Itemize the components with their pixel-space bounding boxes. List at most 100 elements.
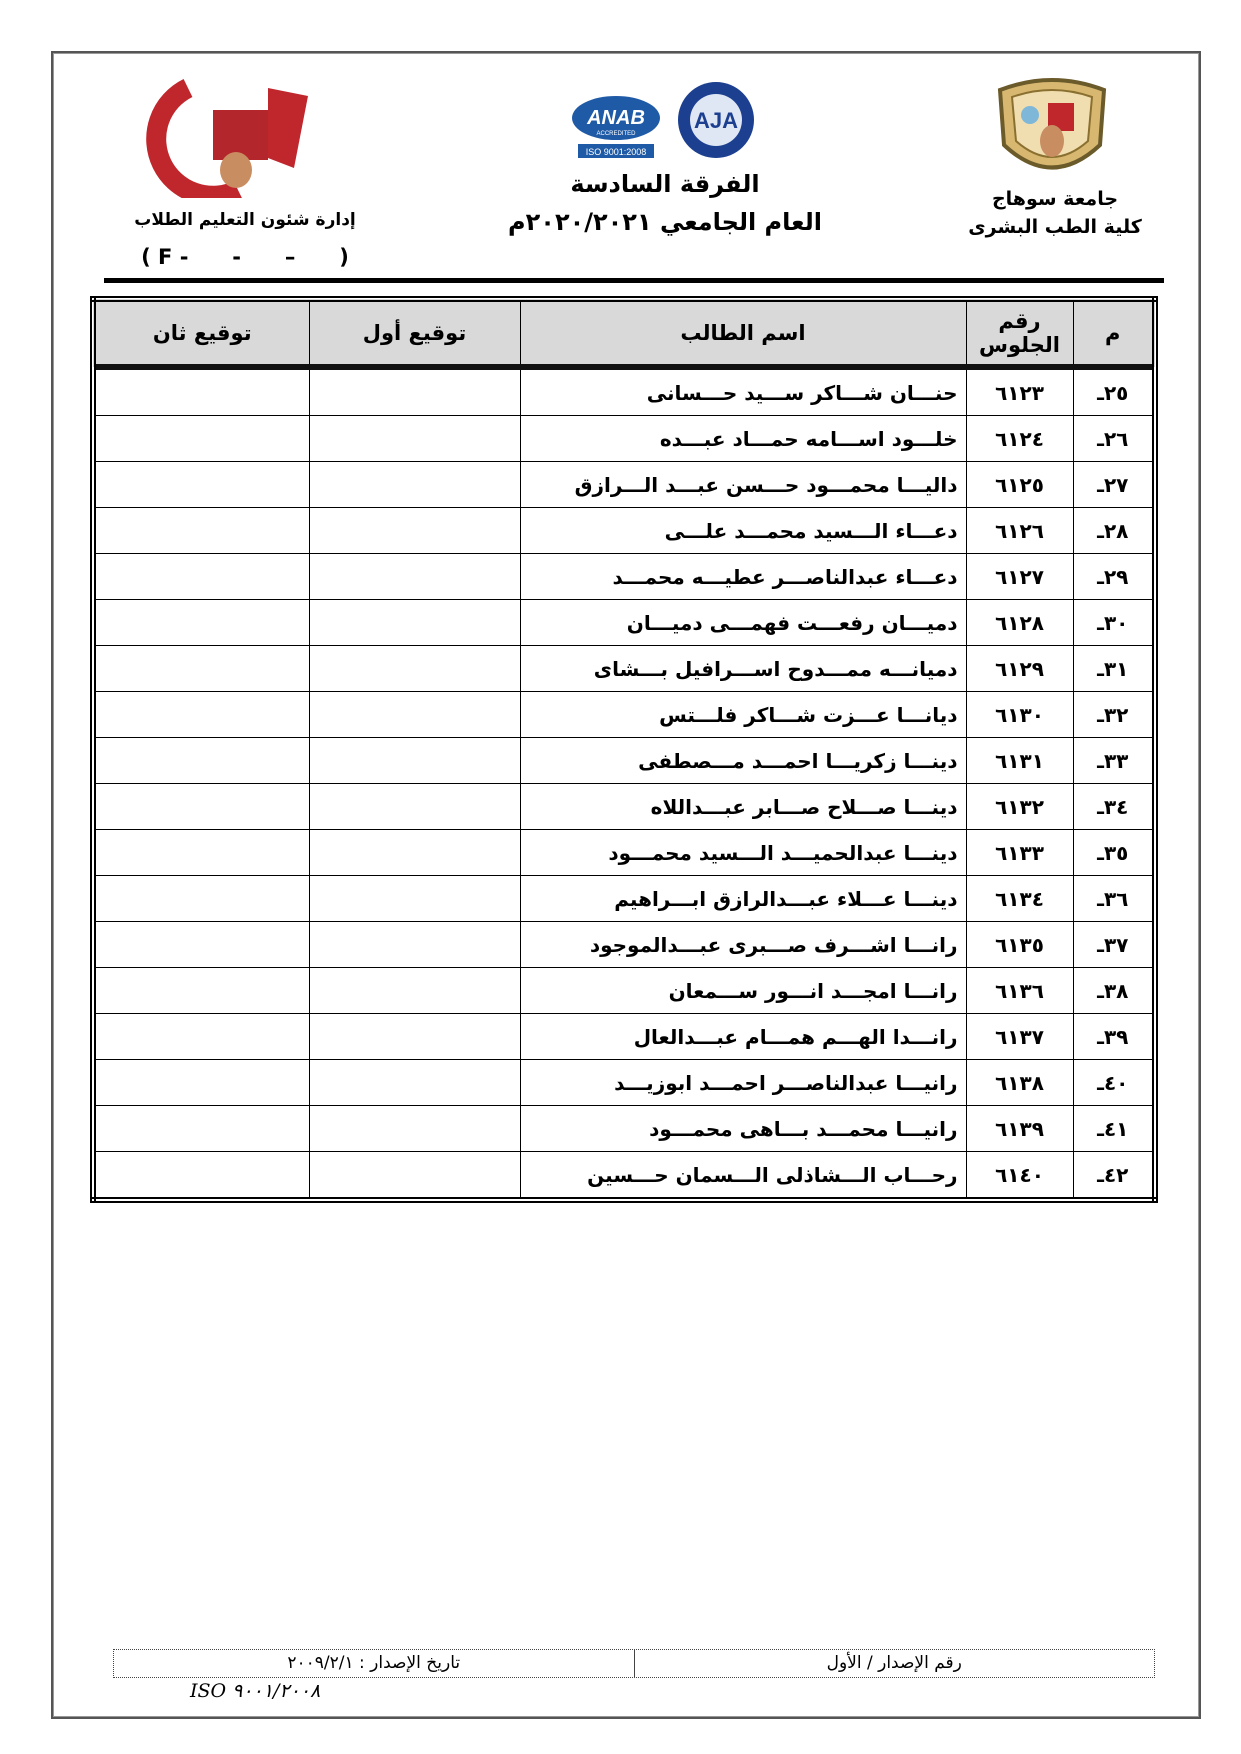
row-serial: ٤٢ـ: [1072, 1151, 1156, 1201]
seat-number: ٦١٣٠: [965, 691, 1074, 738]
row-serial: ٣٣ـ: [1072, 737, 1156, 784]
anab-accredited-text: ACCREDITED: [596, 131, 636, 137]
sohag-university-seal-logo: [990, 75, 1114, 187]
second-signature-cell: [92, 783, 310, 830]
iso-standard: ISO ٩٠٠١/٢٠٠٨: [190, 1680, 321, 1702]
first-signature-cell: [308, 967, 521, 1014]
table-row: ٢٦ـ ٦١٢٤ خلـــود اســـامه حمـــاد عبـــده: [92, 415, 1156, 462]
first-signature-cell: [308, 645, 521, 692]
seat-number: ٦١٣٣: [965, 829, 1074, 876]
table-row: ٤٠ـ ٦١٣٨ رانيـــا عبدالناصـــر احمـــد ابو…: [92, 1059, 1156, 1106]
faculty-of-medicine-logo: [118, 78, 312, 206]
table-row: ٣٣ـ ٦١٣١ دينـــا زكريـــا احمـــد مـــصطفى: [92, 737, 1156, 784]
table-row: ٣٢ـ ٦١٣٠ ديانـــا عـــزت شـــاكر فلـــتس: [92, 691, 1156, 738]
student-name: دينـــا عبدالحميـــد الـــسيد محمـــود: [519, 829, 967, 876]
row-serial: ٤١ـ: [1072, 1105, 1156, 1152]
first-signature-cell: [308, 415, 521, 462]
table-row: ٣٧ـ ٦١٣٥ رانـــا اشـــرف صـــبرى عبـــدالم…: [92, 921, 1156, 968]
first-signature-cell: [308, 1059, 521, 1106]
table-row: ٢٥ـ ٦١٢٣ حنـــان شـــاكر ســـيد حـــسانى: [92, 366, 1156, 416]
table-row: ٣٥ـ ٦١٣٣ دينـــا عبدالحميـــد الـــسيد محم…: [92, 829, 1156, 876]
second-signature-cell: [92, 1013, 310, 1060]
row-serial: ٢٩ـ: [1072, 553, 1156, 600]
seat-number: ٦١٣٢: [965, 783, 1074, 830]
page-border: [51, 51, 1201, 1719]
student-name: رانـــا اشـــرف صـــبرى عبـــدالموجود: [519, 921, 967, 968]
first-signature-cell: [308, 737, 521, 784]
first-signature-cell: [308, 691, 521, 738]
second-signature-cell: [92, 553, 310, 600]
row-serial: ٢٧ـ: [1072, 461, 1156, 508]
seat-number: ٦١٣٧: [965, 1013, 1074, 1060]
seat-number: ٦١٢٧: [965, 553, 1074, 600]
first-signature-cell: [308, 1151, 521, 1201]
second-signature-cell: [92, 967, 310, 1014]
second-signature-cell: [92, 737, 310, 784]
column-header-first-signature: توقيع أول: [308, 298, 521, 370]
row-serial: ٢٨ـ: [1072, 507, 1156, 554]
column-header-second-signature: توقيع ثان: [92, 298, 310, 370]
row-serial: ٣٥ـ: [1072, 829, 1156, 876]
issue-date: تاريخ الإصدار : ٢٠٠٩/٢/١: [287, 1653, 461, 1673]
first-signature-cell: [308, 366, 521, 416]
student-affairs-dept: إدارة شئون التعليم الطلاب: [134, 210, 356, 230]
university-name: جامعة سوهاج: [991, 188, 1119, 210]
document-footer: رقم الإصدار / الأول تاريخ الإصدار : ٢٠٠٩…: [113, 1649, 1155, 1678]
seat-number: ٦١٢٩: [965, 645, 1074, 692]
student-name: دميانـــه ممـــدوح اســـرافيل بـــشاى: [519, 645, 967, 692]
student-name: دينـــا صـــلاح صـــابر عبـــداللاه: [519, 783, 967, 830]
student-name: دميـــان رفعـــت فهمـــى دميـــان: [519, 599, 967, 646]
second-signature-cell: [92, 829, 310, 876]
second-signature-cell: [92, 691, 310, 738]
first-signature-cell: [308, 921, 521, 968]
row-serial: ٣٩ـ: [1072, 1013, 1156, 1060]
seat-number: ٦١٢٣: [965, 366, 1074, 416]
table-row: ٤٢ـ ٦١٤٠ رحـــاب الـــشاذلى الـــسمان حـــ…: [92, 1151, 1156, 1201]
class-year-title: الفرقة السادسة: [570, 170, 760, 198]
first-signature-cell: [308, 875, 521, 922]
seat-number: ٦١٣٤: [965, 875, 1074, 922]
aja-logo-text: AJA: [694, 108, 738, 133]
row-serial: ٣٢ـ: [1072, 691, 1156, 738]
row-serial: ٣٠ـ: [1072, 599, 1156, 646]
second-signature-cell: [92, 507, 310, 554]
row-serial: ٢٥ـ: [1072, 366, 1156, 416]
row-serial: ٤٠ـ: [1072, 1059, 1156, 1106]
seat-number: ٦١٣١: [965, 737, 1074, 784]
table-row: ٣١ـ ٦١٢٩ دميانـــه ممـــدوح اســـرافيل بــ…: [92, 645, 1156, 692]
row-serial: ٣١ـ: [1072, 645, 1156, 692]
accreditation-logos: ANAB ACCREDITED ISO 9001:2008 AJA: [564, 80, 768, 168]
table-row: ٤١ـ ٦١٣٩ رانيـــا محمـــد بـــاهى محمـــود: [92, 1105, 1156, 1152]
table-row: ٢٨ـ ٦١٢٦ دعـــاء الـــسيد محمـــد علـــى: [92, 507, 1156, 554]
student-name: دينـــا عـــلاء عبـــدالرازق ابـــراهيم: [519, 875, 967, 922]
seat-number: ٦١٣٦: [965, 967, 1074, 1014]
column-header-serial: م: [1072, 298, 1156, 370]
seat-number: ٦١٤٠: [965, 1151, 1074, 1201]
student-name: حنـــان شـــاكر ســـيد حـــسانى: [519, 366, 967, 416]
student-name: دينـــا زكريـــا احمـــد مـــصطفى: [519, 737, 967, 784]
seat-number: ٦١٣٥: [965, 921, 1074, 968]
seat-number: ٦١٢٨: [965, 599, 1074, 646]
student-name: رانيـــا محمـــد بـــاهى محمـــود: [519, 1105, 967, 1152]
second-signature-cell: [92, 1105, 310, 1152]
first-signature-cell: [308, 461, 521, 508]
academic-year: العام الجامعي ٢٠٢٠/٢٠٢١م: [508, 208, 822, 236]
table-header-row: م رقم الجلوس اسم الطالب توقيع أول توقيع …: [92, 298, 1156, 370]
second-signature-cell: [92, 921, 310, 968]
first-signature-cell: [308, 1105, 521, 1152]
second-signature-cell: [92, 875, 310, 922]
second-signature-cell: [92, 461, 310, 508]
first-signature-cell: [308, 1013, 521, 1060]
first-signature-cell: [308, 553, 521, 600]
column-header-seat-number: رقم الجلوس: [965, 298, 1074, 370]
form-code: ( F - - – ): [141, 245, 349, 269]
issue-number: رقم الإصدار / الأول: [633, 1650, 1155, 1677]
table-row: ٣٠ـ ٦١٢٨ دميـــان رفعـــت فهمـــى دميـــان: [92, 599, 1156, 646]
second-signature-cell: [92, 415, 310, 462]
table-row: ٣٨ـ ٦١٣٦ رانـــا امجـــد انـــور ســـمعان: [92, 967, 1156, 1014]
student-name: ديانـــا عـــزت شـــاكر فلـــتس: [519, 691, 967, 738]
students-signature-table: م رقم الجلوس اسم الطالب توقيع أول توقيع …: [90, 296, 1158, 1203]
table-row: ٢٧ـ ٦١٢٥ داليـــا محمـــود حـــسن عبـــد ا…: [92, 461, 1156, 508]
iso-badge-text: ISO 9001:2008: [586, 147, 647, 157]
anab-logo-text: ANAB: [586, 107, 645, 129]
